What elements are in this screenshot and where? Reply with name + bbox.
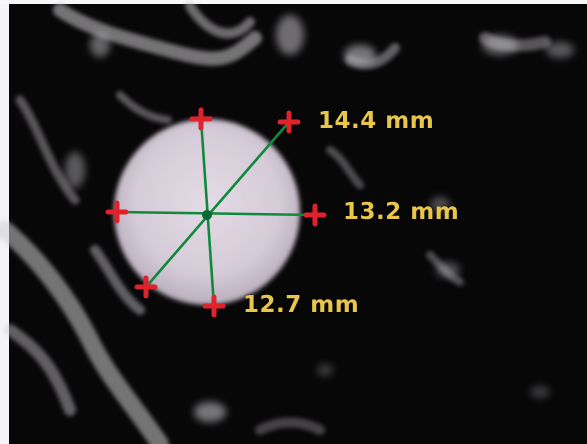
plus-cross-icon xyxy=(202,294,226,318)
plus-cross-icon xyxy=(277,110,301,134)
measurement-label-m1: 14.4 mm xyxy=(318,108,435,134)
plus-cross-icon xyxy=(189,107,213,131)
measure-line-m1 xyxy=(144,120,291,289)
vessel-blobs xyxy=(65,15,574,422)
plus-cross-icon xyxy=(105,200,129,224)
endpoint-markers xyxy=(105,107,327,318)
measurement-label-m3: 12.7 mm xyxy=(243,292,360,318)
measure-line-m2 xyxy=(115,210,317,217)
measurement-label-m2: 13.2 mm xyxy=(343,199,460,225)
plus-cross-icon xyxy=(134,275,158,299)
plus-cross-icon xyxy=(303,203,327,227)
measurement-center xyxy=(202,210,212,220)
frame-edge-top xyxy=(0,0,587,4)
